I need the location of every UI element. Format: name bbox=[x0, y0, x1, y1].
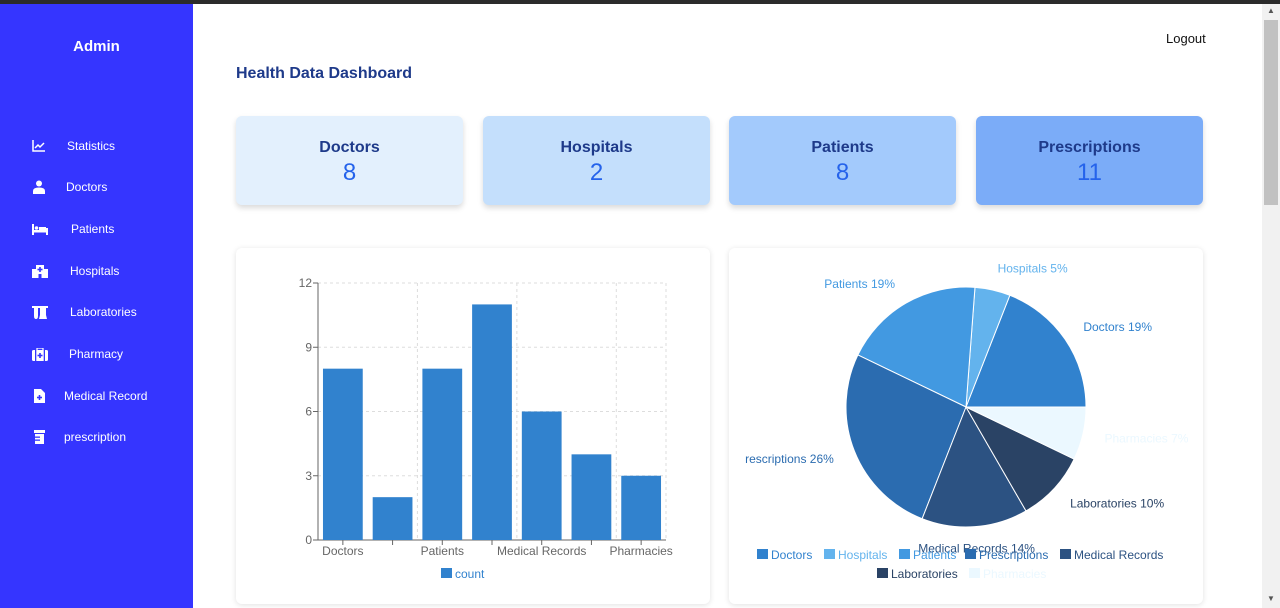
pie-label: Patients 19% bbox=[824, 277, 895, 291]
pie-slice-patients bbox=[857, 286, 976, 408]
pie-slice-prescriptions bbox=[845, 354, 967, 520]
sidebar-item-statistics[interactable]: Statistics bbox=[0, 131, 193, 161]
x-tick-label: Patients bbox=[421, 544, 464, 558]
flask-icon bbox=[31, 304, 49, 320]
scroll-up-arrow[interactable]: ▲ bbox=[1267, 6, 1275, 15]
medkit-icon bbox=[31, 346, 49, 362]
chart-line-icon bbox=[31, 138, 47, 154]
prescription-bottle-icon bbox=[31, 429, 47, 445]
bar-laboratories bbox=[571, 454, 612, 540]
legend-swatch bbox=[877, 568, 888, 578]
y-tick-label: 0 bbox=[305, 533, 312, 547]
doctor-icon bbox=[31, 179, 47, 195]
stat-card-value: 8 bbox=[835, 159, 850, 186]
sidebar-item-doctors[interactable]: Doctors bbox=[0, 172, 193, 202]
bar-chart-panel: 0 3 6 9 12 Doctors Patients Medical Records Phar… bbox=[236, 248, 710, 604]
stat-card-hospitals: Hospitals 2 bbox=[483, 116, 710, 205]
sidebar-item-prescription[interactable]: prescription bbox=[0, 422, 193, 452]
legend-label: Medical Records bbox=[1074, 548, 1163, 562]
pie-label: Doctors 19% bbox=[1083, 320, 1152, 334]
brand-title: Admin bbox=[73, 38, 120, 55]
stat-card-title: Doctors bbox=[319, 139, 380, 156]
stat-card-value: 8 bbox=[342, 159, 357, 186]
sidebar-item-label: Pharmacy bbox=[69, 347, 124, 361]
bar-prescriptions bbox=[472, 304, 512, 540]
legend-label: Prescriptions bbox=[979, 548, 1048, 562]
stat-card-title: Patients bbox=[811, 139, 874, 156]
main-content: Logout Health Data Dashboard Doctors 8 H… bbox=[193, 4, 1262, 608]
legend-label: count bbox=[455, 567, 485, 581]
stat-card-doctors: Doctors 8 bbox=[236, 116, 463, 205]
hospital-icon bbox=[31, 263, 49, 279]
legend-label: Patients bbox=[913, 548, 956, 562]
sidebar-item-label: Statistics bbox=[67, 139, 116, 153]
bar-chart: 0 3 6 9 12 Doctors Patients Medical Records Phar… bbox=[299, 276, 673, 581]
logout-link[interactable]: Logout bbox=[1166, 31, 1206, 46]
window-top-border bbox=[0, 0, 1280, 4]
bar-hospitals bbox=[372, 497, 413, 540]
bar-doctors bbox=[322, 368, 363, 540]
legend-label: Doctors bbox=[771, 548, 812, 562]
scroll-down-arrow[interactable]: ▼ bbox=[1267, 594, 1275, 603]
sidebar-item-label: Hospitals bbox=[70, 264, 120, 278]
file-medical-icon bbox=[31, 388, 47, 404]
pie-label: Medical Records 14% bbox=[918, 542, 1035, 556]
stat-card-value: 11 bbox=[1077, 159, 1102, 186]
legend-swatch bbox=[441, 568, 452, 578]
legend-label: Hospitals bbox=[838, 548, 887, 562]
pie-label: Hospitals 5% bbox=[998, 262, 1068, 276]
pie-label: rescriptions 26% bbox=[745, 452, 834, 466]
sidebar-item-patients[interactable]: Patients bbox=[0, 214, 193, 244]
sidebar-item-medical-record[interactable]: Medical Record bbox=[0, 381, 193, 411]
pie-slice-doctors bbox=[965, 294, 1087, 408]
sidebar-item-label: Laboratories bbox=[70, 305, 137, 319]
legend-label: Laboratories bbox=[891, 567, 958, 581]
bar-patients bbox=[422, 368, 463, 540]
stat-card-prescriptions: Prescriptions 11 bbox=[976, 116, 1203, 205]
bed-icon bbox=[31, 221, 49, 237]
y-tick-label: 9 bbox=[305, 340, 312, 354]
page-title: Health Data Dashboard bbox=[236, 65, 413, 82]
sidebar-item-label: Patients bbox=[71, 222, 115, 236]
pie-slice-medical-records bbox=[921, 405, 1027, 528]
legend-label: Pharmacies bbox=[983, 567, 1046, 581]
legend-swatch bbox=[969, 568, 980, 578]
x-tick-label: Medical Records bbox=[497, 544, 586, 558]
stat-card-value: 2 bbox=[589, 159, 604, 186]
legend-swatch bbox=[965, 549, 976, 559]
pie-label: Pharmacies 7% bbox=[1104, 432, 1188, 446]
x-tick-label: Pharmacies bbox=[609, 544, 672, 558]
pie-label: Laboratories 10% bbox=[1070, 497, 1164, 511]
sidebar-item-pharmacy[interactable]: Pharmacy bbox=[0, 339, 193, 369]
legend-swatch bbox=[757, 549, 768, 559]
pie-slice-pharmacies bbox=[965, 406, 1087, 460]
pie-chart: Doctors 19% Hospitals 5% Patients 19% rescr… bbox=[745, 262, 1189, 581]
sidebar: Admin Statistics Doctors Patients Hospit… bbox=[0, 4, 193, 608]
legend-swatch bbox=[1060, 549, 1071, 559]
sidebar-item-label: prescription bbox=[64, 430, 127, 444]
scrollbar-thumb[interactable] bbox=[1264, 20, 1278, 205]
y-tick-label: 12 bbox=[299, 276, 313, 290]
pie-chart-panel: Doctors 19% Hospitals 5% Patients 19% rescr… bbox=[729, 248, 1203, 604]
sidebar-item-laboratories[interactable]: Laboratories bbox=[0, 297, 193, 327]
stat-card-title: Prescriptions bbox=[1038, 139, 1141, 156]
legend-swatch bbox=[824, 549, 835, 559]
y-tick-label: 3 bbox=[305, 469, 312, 483]
stat-card-patients: Patients 8 bbox=[729, 116, 956, 205]
sidebar-item-label: Doctors bbox=[66, 180, 108, 194]
x-tick-label: Doctors bbox=[322, 544, 363, 558]
sidebar-item-label: Medical Record bbox=[64, 389, 148, 403]
stat-card-title: Hospitals bbox=[560, 139, 633, 156]
legend-swatch bbox=[899, 549, 910, 559]
y-tick-label: 6 bbox=[305, 405, 312, 419]
sidebar-item-hospitals[interactable]: Hospitals bbox=[0, 256, 193, 286]
bar-medical-records bbox=[521, 411, 562, 540]
bar-pharmacies bbox=[621, 475, 662, 540]
